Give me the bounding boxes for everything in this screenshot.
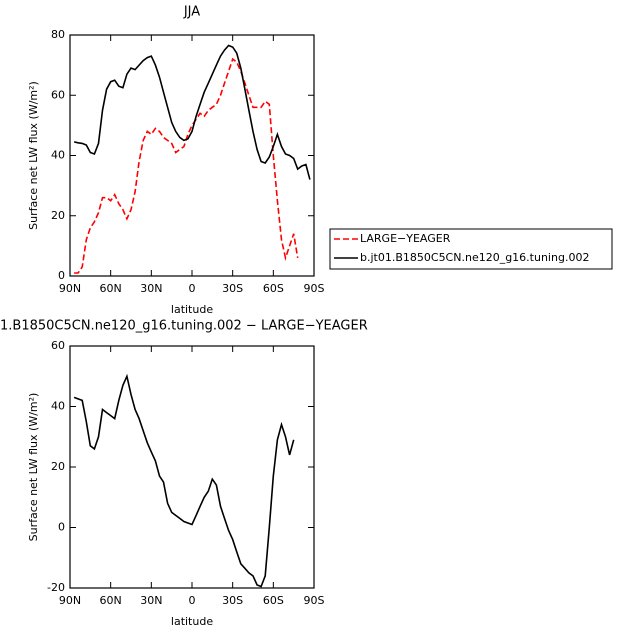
x-tick-label: 90N bbox=[59, 594, 81, 607]
y-tick-label: -20 bbox=[47, 581, 65, 594]
x-tick-label: 60N bbox=[100, 282, 122, 295]
legend-box bbox=[329, 228, 613, 270]
x-tick-label: 60N bbox=[100, 594, 122, 607]
x-axis-label: latitude bbox=[171, 303, 213, 316]
x-tick-label: 60S bbox=[263, 282, 284, 295]
series-line bbox=[74, 57, 299, 274]
x-tick-label: 30S bbox=[222, 282, 243, 295]
x-tick-label: 30N bbox=[140, 282, 162, 295]
x-tick-label: 90S bbox=[304, 594, 325, 607]
y-tick-label: 40 bbox=[51, 400, 65, 413]
legend-label: LARGE−YEAGER bbox=[360, 232, 451, 245]
x-tick-label: 0 bbox=[189, 594, 196, 607]
x-tick-label: 90S bbox=[304, 282, 325, 295]
legend-label: b.jt01.B1850C5CN.ne120_g16.tuning.002 bbox=[360, 251, 589, 264]
y-tick-label: 60 bbox=[51, 88, 65, 101]
y-tick-label: 40 bbox=[51, 149, 65, 162]
chart-title: 1.B1850C5CN.ne120_g16.tuning.002 − LARGE… bbox=[0, 319, 368, 334]
y-tick-label: 80 bbox=[51, 28, 65, 41]
x-axis-label: latitude bbox=[171, 615, 213, 628]
y-tick-label: 60 bbox=[51, 339, 65, 352]
x-tick-label: 0 bbox=[189, 282, 196, 295]
chart-title: JJA bbox=[183, 5, 200, 20]
x-tick-label: 90N bbox=[59, 282, 81, 295]
y-tick-label: 20 bbox=[51, 209, 65, 222]
series-line bbox=[73, 44, 311, 180]
y-tick-label: 0 bbox=[58, 521, 65, 534]
series-line bbox=[73, 373, 295, 588]
y-tick-label: 0 bbox=[58, 269, 65, 282]
y-axis-label: Surface net LW flux (W/m²) bbox=[27, 393, 40, 542]
x-tick-label: 30S bbox=[222, 594, 243, 607]
y-axis-label: Surface net LW flux (W/m²) bbox=[27, 81, 40, 230]
x-tick-label: 30N bbox=[140, 594, 162, 607]
plot-frame bbox=[69, 345, 315, 589]
y-tick-label: 20 bbox=[51, 460, 65, 473]
x-tick-label: 60S bbox=[263, 594, 284, 607]
plot-frame bbox=[69, 34, 315, 277]
